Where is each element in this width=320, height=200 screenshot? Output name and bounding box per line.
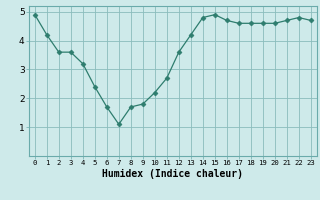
X-axis label: Humidex (Indice chaleur): Humidex (Indice chaleur) [102,169,243,179]
